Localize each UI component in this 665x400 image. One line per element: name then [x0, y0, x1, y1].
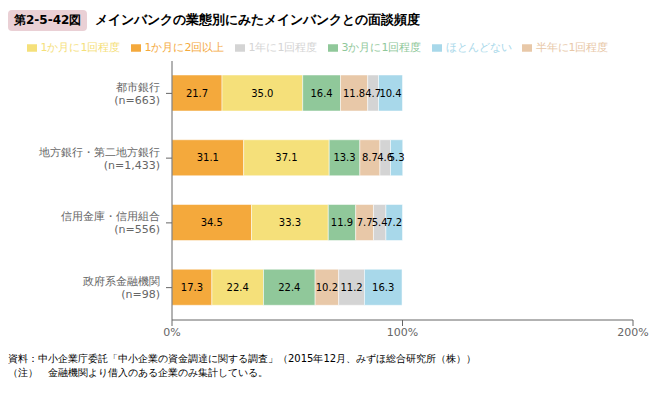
html-text:1年に1回程度: 1年に1回程度: [248, 41, 318, 54]
svg-text:4.7: 4.7: [365, 87, 382, 99]
svg-text:0%: 0%: [163, 326, 180, 339]
svg-text:22.4: 22.4: [227, 282, 249, 293]
svg-text:11.8: 11.8: [343, 88, 365, 99]
svg-text:11.2: 11.2: [340, 282, 362, 293]
html-text:1か月に2回以上: 1か月に2回以上: [144, 41, 225, 54]
svg-text:34.5: 34.5: [201, 217, 223, 228]
svg-text:8.7: 8.7: [362, 152, 378, 163]
svg-text:37.1: 37.1: [275, 152, 297, 163]
html-text:第2-5-42図: 第2-5-42図: [14, 12, 82, 27]
html-text:メインバンクの業態別にみたメインバンクとの面談頻度: メインバンクの業態別にみたメインバンクとの面談頻度: [95, 12, 421, 27]
svg-text:17.3: 17.3: [181, 282, 203, 293]
svg-text:100%: 100%: [387, 326, 418, 339]
svg-text:政府系金融機関(n=98): 政府系金融機関(n=98): [83, 275, 160, 301]
svg-text:35.0: 35.0: [251, 88, 273, 99]
svg-text:都市銀行(n=663): 都市銀行(n=663): [114, 81, 160, 107]
svg-text:地方銀行・第二地方銀行(n=1,433): 地方銀行・第二地方銀行(n=1,433): [38, 146, 160, 172]
html-text:半年に1回程度: 半年に1回程度: [535, 41, 609, 54]
svg-text:31.1: 31.1: [197, 152, 219, 163]
svg-text:10.2: 10.2: [316, 282, 338, 293]
svg-text:13.3: 13.3: [333, 152, 355, 163]
svg-text:4.6: 4.6: [377, 152, 394, 164]
svg-text:7.2: 7.2: [386, 217, 402, 228]
svg-text:信用金庫・信用組合(n=556): 信用金庫・信用組合(n=556): [61, 210, 160, 236]
svg-text:5.3: 5.3: [389, 152, 405, 163]
svg-text:22.4: 22.4: [278, 282, 300, 293]
svg-text:7.7: 7.7: [357, 217, 373, 228]
svg-text:5.4: 5.4: [372, 217, 388, 228]
svg-text:10.4: 10.4: [379, 88, 401, 99]
html-text:（注） 金融機関より借入のある企業のみ集計している。: （注） 金融機関より借入のある企業のみ集計している。: [8, 367, 268, 378]
svg-text:11.9: 11.9: [331, 217, 353, 228]
svg-text:16.3: 16.3: [372, 282, 394, 293]
html-text:資料：中小企業庁委託「中小企業の資金調達に関する調査」（20: 資料：中小企業庁委託「中小企業の資金調達に関する調査」（2015年12月、みずほ…: [8, 353, 477, 364]
svg-text:200%: 200%: [617, 326, 648, 339]
svg-text:33.3: 33.3: [279, 217, 301, 228]
svg-text:21.7: 21.7: [186, 88, 208, 99]
html-text:1か月に1回程度: 1か月に1回程度: [40, 41, 121, 54]
html-text:3か月に1回程度: 3か月に1回程度: [341, 41, 422, 54]
svg-text:16.4: 16.4: [310, 88, 332, 99]
html-text:ほとんどない: ほとんどない: [445, 41, 512, 54]
